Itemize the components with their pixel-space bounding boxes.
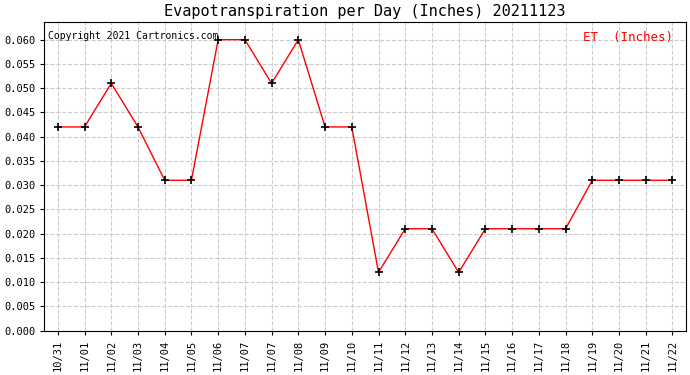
ET  (Inches)	[268, 81, 276, 86]
Text: Copyright 2021 Cartronics.com: Copyright 2021 Cartronics.com	[48, 31, 218, 41]
ET  (Inches)	[187, 178, 195, 183]
ET  (Inches)	[321, 124, 329, 129]
Title: Evapotranspiration per Day (Inches) 20211123: Evapotranspiration per Day (Inches) 2021…	[164, 4, 566, 19]
ET  (Inches)	[428, 226, 436, 231]
ET  (Inches)	[294, 38, 302, 42]
ET  (Inches)	[562, 226, 570, 231]
ET  (Inches)	[241, 38, 249, 42]
ET  (Inches)	[81, 124, 89, 129]
ET  (Inches)	[588, 178, 596, 183]
Text: ET  (Inches): ET (Inches)	[583, 31, 673, 44]
ET  (Inches)	[455, 270, 463, 274]
ET  (Inches)	[642, 178, 650, 183]
ET  (Inches)	[375, 270, 383, 274]
ET  (Inches)	[54, 124, 62, 129]
ET  (Inches)	[401, 226, 409, 231]
ET  (Inches)	[214, 38, 222, 42]
ET  (Inches)	[161, 178, 169, 183]
ET  (Inches)	[535, 226, 543, 231]
ET  (Inches)	[481, 226, 489, 231]
ET  (Inches)	[107, 81, 115, 86]
ET  (Inches)	[669, 178, 677, 183]
ET  (Inches)	[348, 124, 356, 129]
ET  (Inches)	[615, 178, 623, 183]
Line: ET  (Inches): ET (Inches)	[54, 36, 677, 276]
ET  (Inches)	[508, 226, 516, 231]
ET  (Inches)	[134, 124, 142, 129]
